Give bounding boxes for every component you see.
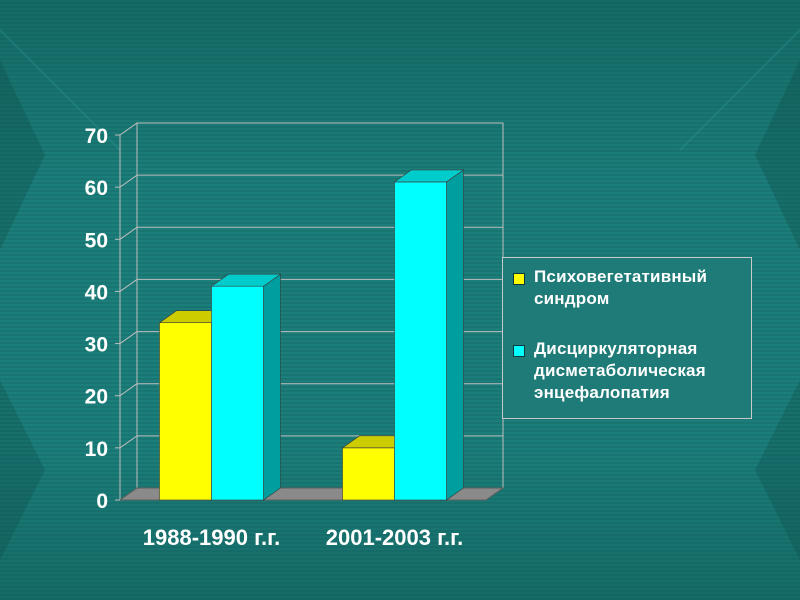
gridline-side: [119, 174, 138, 188]
bar-side: [263, 273, 281, 501]
decorative-edge-shapes: [0, 29, 800, 560]
bar: [342, 447, 395, 501]
bar: [159, 322, 212, 501]
x-category-label: 2001-2003 г.г.: [326, 525, 463, 550]
gridline-side: [119, 383, 138, 397]
y-tick-label: 40: [85, 281, 108, 304]
y-tick-label: 0: [96, 490, 108, 513]
bar-top: [393, 169, 465, 183]
bar-top: [210, 273, 282, 287]
gridline-side: [119, 279, 138, 292]
gridline-side: [119, 226, 138, 240]
y-tick-label: 70: [85, 125, 108, 148]
plot-area: 0 10 20 30 40 50 60 70 1988-1990 г.г. 2001-2003 г…: [85, 122, 505, 550]
legend-item-psychovegetative: Психовегетативный синдром: [513, 266, 745, 310]
y-tick-label: 10: [85, 438, 108, 461]
legend-swatch-cyan: [513, 345, 525, 357]
gridline-side: [119, 331, 138, 344]
legend-item-encephalopathy: Дисциркуляторная дисметаболическая энцеф…: [513, 338, 745, 404]
legend-label: Дисциркуляторная дисметаболическая энцеф…: [534, 339, 706, 402]
legend-label: Психовегетативный синдром: [534, 267, 708, 308]
y-tick-label: 60: [85, 177, 108, 200]
y-tick-label: 50: [85, 229, 108, 252]
gridline-side: [119, 435, 138, 449]
legend-swatch-yellow: [513, 273, 525, 285]
bar-side: [446, 169, 464, 501]
y-tick-label: 30: [85, 334, 108, 357]
y-tick-label: 20: [85, 386, 108, 409]
x-category-label: 1988-1990 г.г.: [143, 525, 280, 550]
bar: [394, 181, 447, 501]
bar: [211, 285, 264, 501]
gridline-side: [119, 122, 138, 136]
legend: Психовегетативный синдром Дисциркуляторн…: [502, 257, 752, 419]
